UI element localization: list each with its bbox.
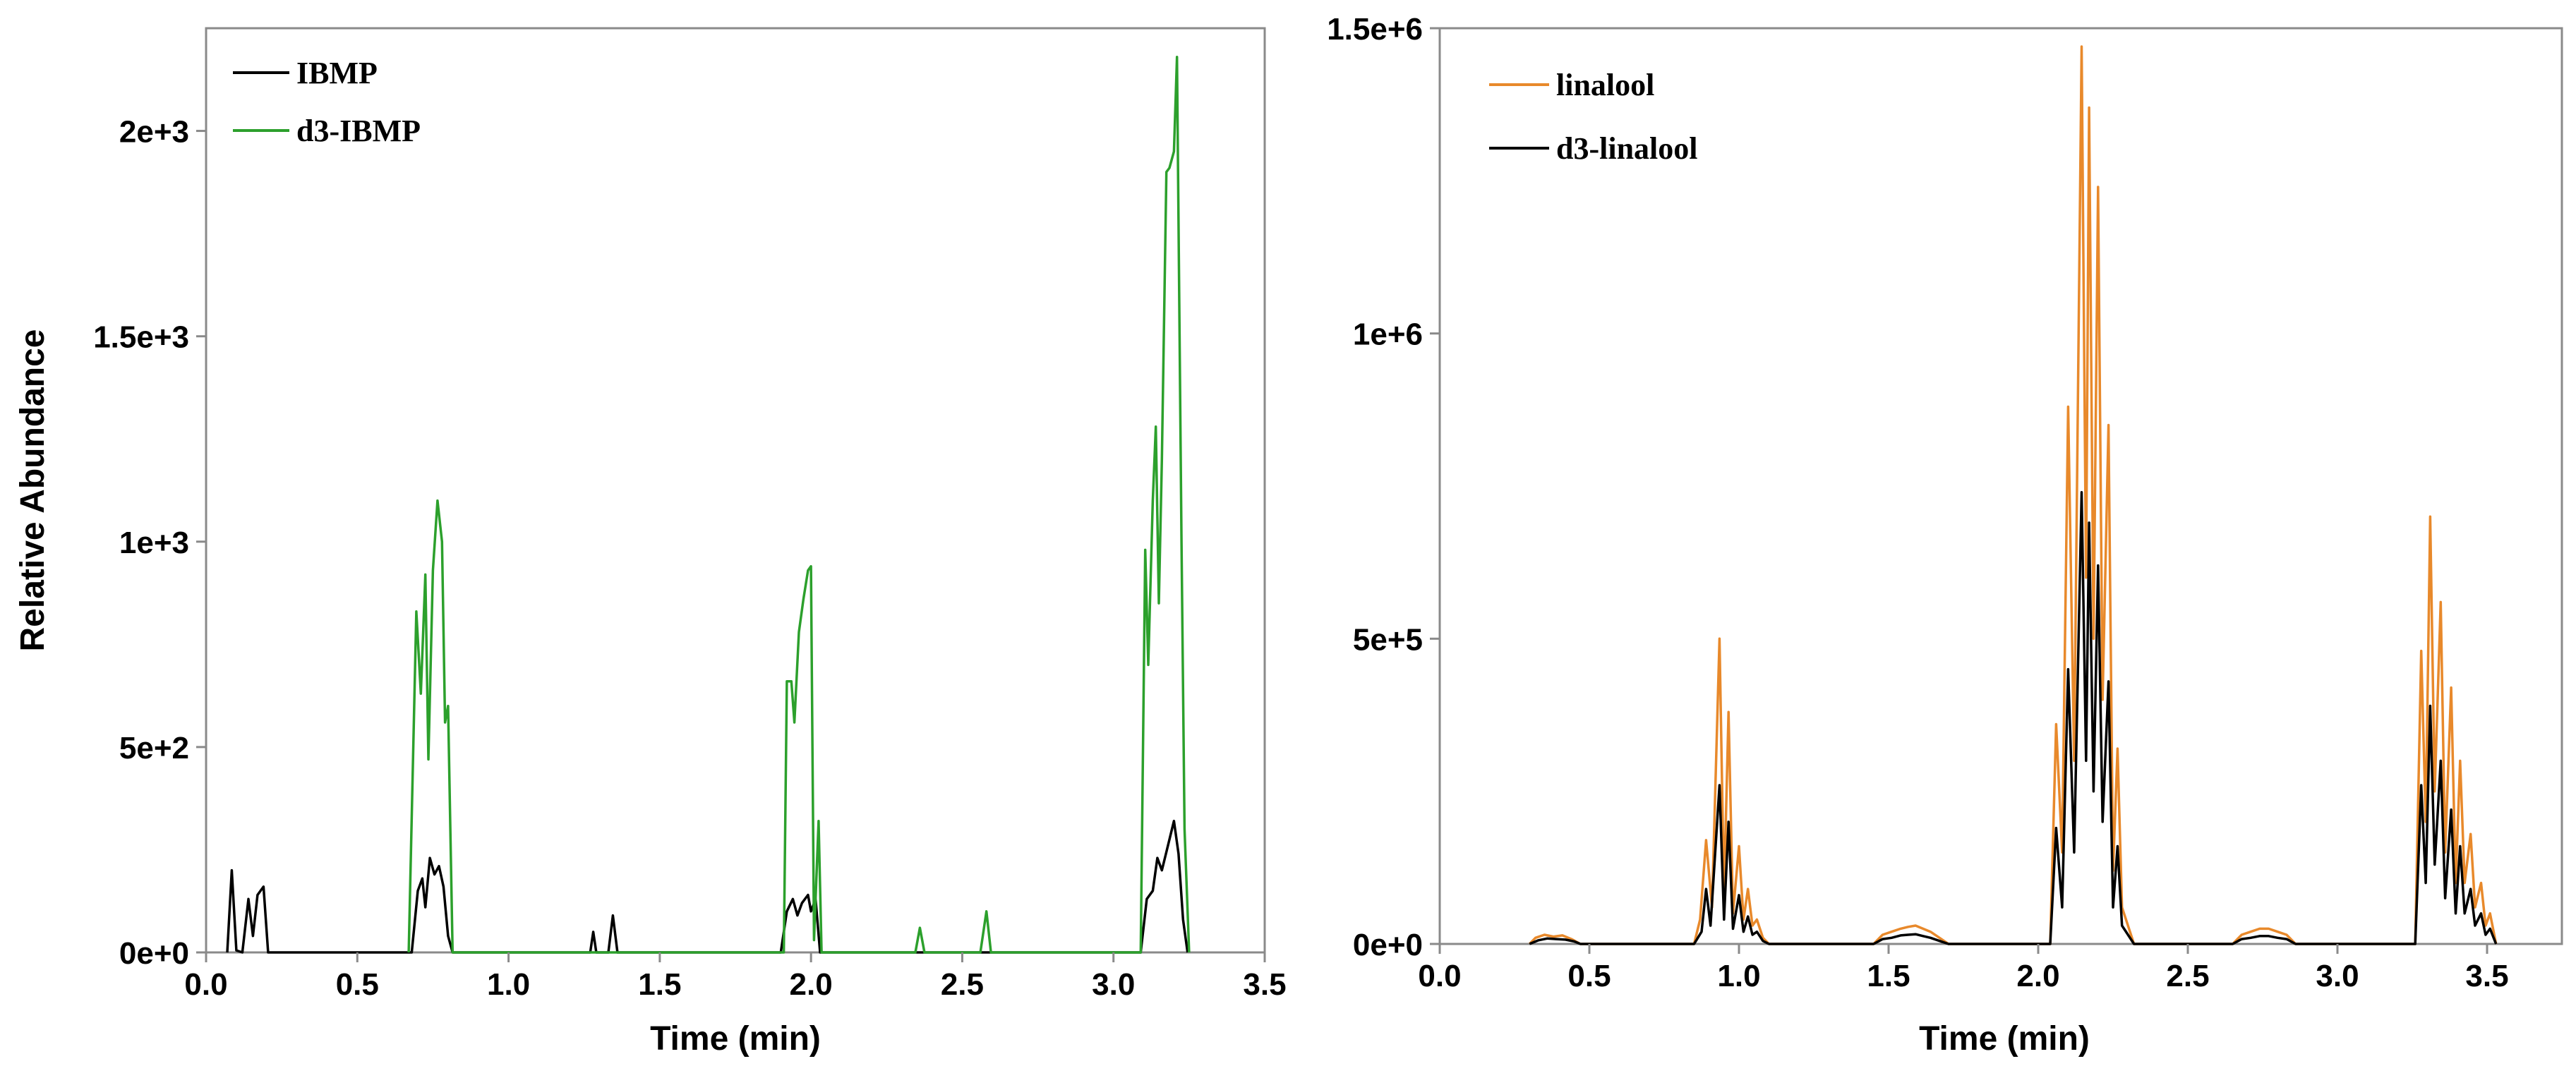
y-tick-label: 1e+6 [1353,317,1423,352]
x-tick-label: 3.5 [2465,959,2508,993]
series-line-ibmp [226,819,1189,954]
legend-label-ibmp: IBMP [296,56,378,90]
series-line-d3-linalool [1529,490,2498,945]
x-tick-label: 0.0 [1418,959,1461,993]
y-tick-label: 5e+2 [119,731,189,765]
x-tick-label: 1.0 [487,967,530,1002]
series-layer [226,56,1191,954]
x-axis-title: Time (min) [650,1020,821,1058]
legend-label-linalool: linalool [1556,68,1654,102]
y-tick-label: 1.5e+3 [93,320,189,355]
chart-ibmp: 0.0 0.5 1.0 1.5 2.0 2.5 3.0 3.5 0e+0 5e+2 1e+3 1.5… [14,27,1287,1058]
plot-area-frame [205,27,1266,954]
x-tick-label: 1.0 [1717,959,1760,993]
x-tick-label: 0.0 [184,967,227,1002]
series-line-linalool [1528,45,2498,945]
y-tick-label: 2e+3 [119,115,189,150]
y-tick-label: 0e+0 [119,936,189,971]
series-line-d3-ibmp [407,56,1191,954]
x-axis-ticks: 0.0 0.5 1.0 1.5 2.0 2.5 3.0 3.5 [184,952,1287,1002]
y-tick-label: 1.5e+6 [1327,12,1423,47]
y-axis-title: Relative Abundance [14,329,52,651]
legend-label-d3-ibmp: d3-IBMP [296,114,421,148]
legend-label-d3-linalool: d3-linalool [1556,131,1698,166]
x-tick-label: 3.0 [1092,967,1135,1002]
y-tick-label: 5e+5 [1353,622,1423,657]
x-tick-label: 0.5 [336,967,379,1002]
y-axis-ticks: 0e+0 5e+2 1e+3 1.5e+3 2e+3 [93,115,206,971]
series-layer [1528,45,2498,945]
x-tick-label: 2.0 [2016,959,2059,993]
x-tick-label: 2.0 [790,967,833,1002]
y-axis-ticks: 0e+0 5e+5 1e+6 1.5e+6 [1327,12,1440,962]
x-tick-label: 3.5 [1243,967,1286,1002]
x-axis-title: Time (min) [1919,1020,2090,1058]
legend: linalool d3-linalool [1489,68,1698,166]
y-tick-label: 0e+0 [1353,928,1423,962]
x-tick-label: 2.5 [941,967,984,1002]
legend: IBMP d3-IBMP [233,56,421,148]
x-tick-label: 3.0 [2316,959,2359,993]
y-tick-label: 1e+3 [119,526,189,560]
x-tick-label: 1.5 [1867,959,1910,993]
x-tick-label: 2.5 [2166,959,2209,993]
chart-linalool: 0.0 0.5 1.0 1.5 2.0 2.5 3.0 3.5 0e+0 5e+5 1e+6 1.5… [1327,12,2563,1058]
x-axis-ticks: 0.0 0.5 1.0 1.5 2.0 2.5 3.0 3.5 [1418,944,2509,993]
x-tick-label: 0.5 [1567,959,1611,993]
x-tick-label: 1.5 [638,967,681,1002]
